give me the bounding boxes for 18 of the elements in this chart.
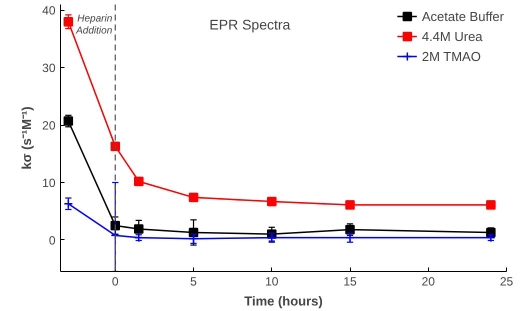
- x-tick-label: 20: [422, 274, 436, 288]
- annotation: EPR Spectra: [209, 16, 291, 32]
- y-tick-label: 20: [42, 118, 56, 133]
- x-tick-label: 10: [265, 274, 279, 288]
- y-tick-label: 0: [48, 233, 56, 248]
- x-tick-label: 25: [500, 274, 514, 288]
- x-tick-label: 15: [343, 274, 358, 288]
- legend-label: 4.4M Urea: [422, 28, 483, 44]
- ref-line-label: Heparin Addition: [75, 14, 113, 36]
- x-tick-label: 0: [112, 274, 119, 288]
- x-tick-label: 5: [190, 274, 198, 288]
- x-axis-title: Time (hours): [244, 294, 323, 308]
- legend-label: 2M TMAO: [422, 48, 481, 64]
- legend-label: Acetate Buffer: [422, 8, 504, 24]
- y-tick-label: 30: [42, 61, 56, 76]
- y-axis-title: kσ (s⁻¹M⁻¹): [19, 106, 34, 170]
- y-tick-label: 10: [42, 176, 56, 190]
- y-tick-label: 40: [42, 4, 56, 18]
